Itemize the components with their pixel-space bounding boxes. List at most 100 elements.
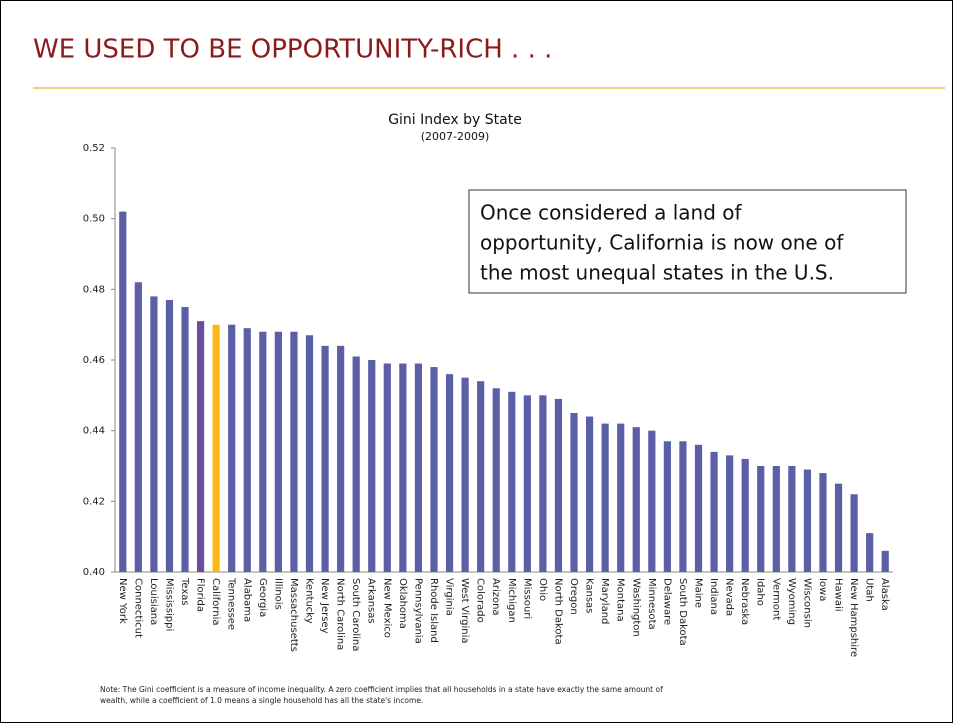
- bar: [290, 331, 298, 572]
- bar: [445, 374, 454, 572]
- bar: [119, 211, 127, 572]
- x-tick-label: Wisconsin: [801, 578, 812, 628]
- x-tick-label: Oregon: [568, 578, 579, 615]
- bar: [523, 395, 531, 572]
- x-tick-label: Delaware: [661, 578, 672, 625]
- x-tick-label: Alaska: [879, 578, 890, 611]
- x-tick-label: New Mexico: [381, 578, 392, 638]
- bar: [663, 441, 671, 572]
- x-tick-label: Maryland: [599, 578, 610, 624]
- annotation-line: the most unequal states in the U.S.: [480, 261, 834, 285]
- x-tick-label: Iowa: [817, 578, 828, 601]
- x-tick-label: Ohio: [537, 578, 548, 601]
- bar: [834, 483, 843, 572]
- bar: [414, 363, 423, 572]
- bar: [772, 466, 780, 572]
- bar: [866, 533, 874, 572]
- bar: [165, 299, 174, 572]
- bar: [212, 324, 220, 572]
- x-tick-label: Louisiana: [148, 578, 159, 625]
- annotation-box: [468, 189, 907, 294]
- bar: [648, 430, 656, 572]
- bar: [803, 469, 812, 572]
- x-tick-label: Colorado: [475, 578, 486, 623]
- bar: [461, 377, 469, 572]
- bar: [430, 367, 438, 572]
- bar: [726, 455, 734, 572]
- x-tick-label: Rhode Island: [428, 578, 439, 643]
- bar: [368, 360, 376, 572]
- x-tick-label: West Virginia: [459, 578, 470, 643]
- bar: [850, 494, 858, 572]
- bar: [819, 473, 827, 572]
- x-tick-label: Arizona: [490, 578, 501, 616]
- x-tick-label: Mississippi: [163, 578, 174, 631]
- plot: 0.40 0.42 0.44 0.46 0.48 0.50 0.52 New York Conn…: [83, 143, 893, 657]
- y-tick-label: 0.42: [83, 496, 105, 507]
- bar: [399, 363, 407, 572]
- annotation-line: Once considered a land of: [480, 201, 742, 225]
- bar: [383, 363, 391, 572]
- x-tick-label: Minnesota: [646, 578, 657, 630]
- bar: [741, 458, 749, 572]
- x-tick-label: Alabama: [241, 578, 252, 622]
- bar: [337, 345, 345, 572]
- x-tick-label: Florida: [195, 578, 206, 612]
- x-tick-label: New Hampshire: [848, 578, 859, 657]
- bar: [617, 423, 625, 572]
- bar: [274, 331, 282, 572]
- x-tick-label: Maine: [693, 578, 704, 608]
- bar: [259, 331, 267, 572]
- bar: [150, 296, 158, 572]
- x-tick-label: Kentucky: [304, 578, 315, 624]
- x-tick-label: North Carolina: [335, 578, 346, 650]
- x-tick-label: Kansas: [584, 578, 595, 613]
- x-tick-label: Washington: [630, 578, 641, 637]
- bar: [710, 451, 718, 572]
- chart-title: Gini Index by State: [388, 112, 522, 128]
- x-tick-label: Wyoming: [786, 578, 797, 625]
- bar: [305, 335, 314, 572]
- x-tick-label: Georgia: [257, 578, 268, 617]
- bar: [585, 416, 594, 572]
- bar: [228, 324, 236, 572]
- bar: [757, 466, 765, 572]
- note-line: wealth, while a coefficient of 1.0 means…: [100, 696, 423, 705]
- bar: [134, 282, 142, 572]
- x-tick-label: Massachusetts: [288, 578, 299, 652]
- bar: [477, 381, 485, 572]
- annotation-line: opportunity, California is now one of: [480, 231, 844, 255]
- x-tick-label: Tennessee: [226, 577, 237, 630]
- x-tick-label: Nevada: [724, 578, 735, 616]
- y-tick-label: 0.48: [83, 284, 105, 295]
- x-tick-label: Utah: [864, 578, 875, 602]
- y-tick-label: 0.50: [83, 214, 105, 225]
- x-tick-label: Vermont: [770, 578, 781, 620]
- bar: [788, 466, 796, 572]
- y-tick-label: 0.52: [83, 143, 105, 154]
- bar: [694, 444, 703, 572]
- x-tick-label: Montana: [615, 578, 626, 622]
- x-tick-label: New Jersey: [319, 578, 330, 634]
- bar: [321, 345, 329, 572]
- bar: [352, 356, 360, 572]
- x-tick-label: Nebraska: [739, 578, 750, 625]
- x-tick-label: Hawaii: [833, 578, 844, 612]
- x-tick-label: Oklahoma: [397, 578, 408, 629]
- y-tick-label: 0.46: [83, 355, 105, 366]
- bar: [601, 423, 609, 572]
- chart-subtitle: (2007-2009): [421, 130, 490, 143]
- bar: [492, 388, 500, 572]
- x-tick-label: Texas: [179, 577, 190, 606]
- note-line: Note: The Gini coefficient is a measure …: [100, 685, 663, 694]
- slide-title: WE USED TO BE OPPORTUNITY-RICH . . .: [33, 35, 552, 65]
- x-tick-label: Idaho: [755, 578, 766, 606]
- bar: [539, 395, 547, 572]
- bar: [508, 391, 516, 572]
- x-tick-label: Illinois: [272, 578, 283, 610]
- x-tick-label: California: [210, 578, 221, 626]
- bar: [243, 328, 251, 572]
- x-tick-label: Missouri: [521, 578, 532, 619]
